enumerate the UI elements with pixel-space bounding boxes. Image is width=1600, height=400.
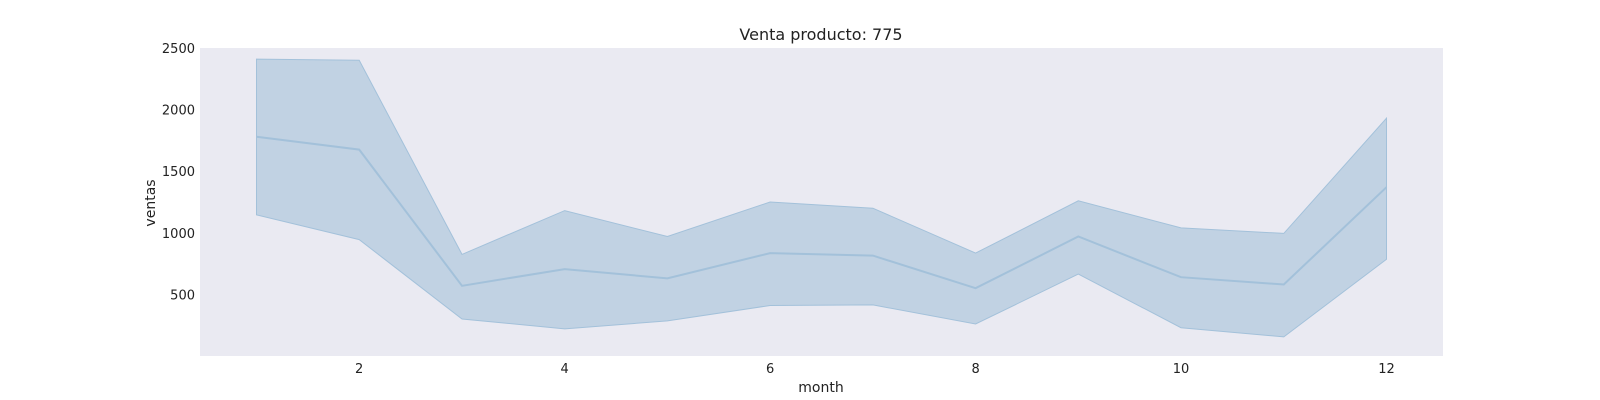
confidence-band-layer xyxy=(256,58,1387,338)
y-tick-label: 2500 xyxy=(162,42,195,57)
y-tick-labels: 500 1000 1500 2000 2500 xyxy=(162,42,195,303)
x-tick-label: 2 xyxy=(355,362,363,377)
y-axis-label: ventas xyxy=(143,179,159,226)
x-tick-labels: 2 4 6 8 10 12 xyxy=(355,362,1395,377)
x-tick-label: 6 xyxy=(766,362,774,377)
x-axis-label: month xyxy=(798,380,843,396)
y-tick-label: 2000 xyxy=(162,104,195,119)
y-tick-label: 500 xyxy=(170,288,195,303)
series-line-layer xyxy=(256,135,1388,290)
x-tick-label: 10 xyxy=(1173,362,1190,377)
series-line xyxy=(256,135,1388,290)
confidence-band xyxy=(256,58,1387,338)
chart-title: Venta producto: 775 xyxy=(739,25,902,44)
y-tick-label: 1500 xyxy=(162,165,195,180)
x-tick-label: 12 xyxy=(1378,362,1395,377)
x-tick-label: 4 xyxy=(561,362,569,377)
x-tick-label: 8 xyxy=(971,362,979,377)
y-tick-label: 1000 xyxy=(162,227,195,242)
